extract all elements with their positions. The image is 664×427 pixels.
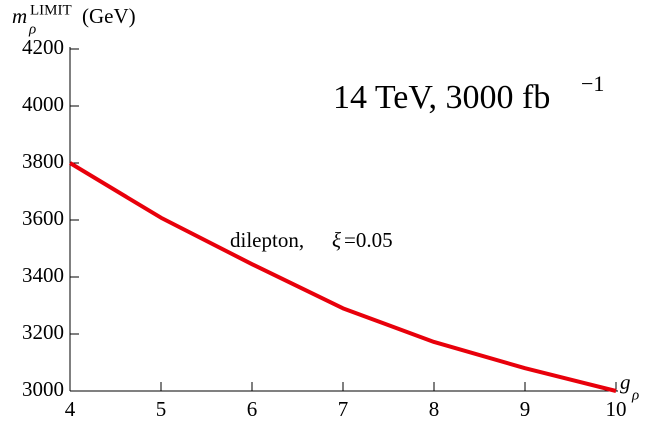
x-tick-label: 4 [65, 397, 76, 421]
series-line [68, 161, 617, 393]
y-axis-label: m [12, 4, 27, 28]
y-axis-label-sup: LIMIT [30, 2, 72, 18]
x-tick-label: 9 [520, 397, 531, 421]
y-tick-label: 3000 [22, 377, 64, 401]
x-tick-label: 7 [338, 397, 349, 421]
y-tick-label: 3600 [22, 206, 64, 230]
y-axis-unit: (GeV) [82, 4, 136, 28]
y-tick-label: 3200 [22, 320, 64, 344]
x-axis-label: g [620, 370, 631, 394]
x-axis-label-sub: ρ [631, 387, 639, 403]
y-tick-label: 4200 [22, 35, 64, 59]
x-tick-label: 8 [429, 397, 440, 421]
series-label: dilepton, [230, 228, 304, 252]
x-tick-label: 5 [156, 397, 167, 421]
y-tick-label: 3400 [22, 263, 64, 287]
y-axis-label-sub: ρ [28, 21, 36, 37]
annotation-sup: −1 [581, 71, 604, 96]
series-label-suffix: =0.05 [344, 228, 393, 252]
y-tick-label: 3800 [22, 149, 64, 173]
series-label-symbol: ξ [332, 228, 341, 252]
annotation: 14 TeV, 3000 fb [333, 79, 550, 116]
y-tick-label: 4000 [22, 92, 64, 116]
x-tick-label: 6 [247, 397, 258, 421]
x-tick-label: 10 [606, 397, 627, 421]
